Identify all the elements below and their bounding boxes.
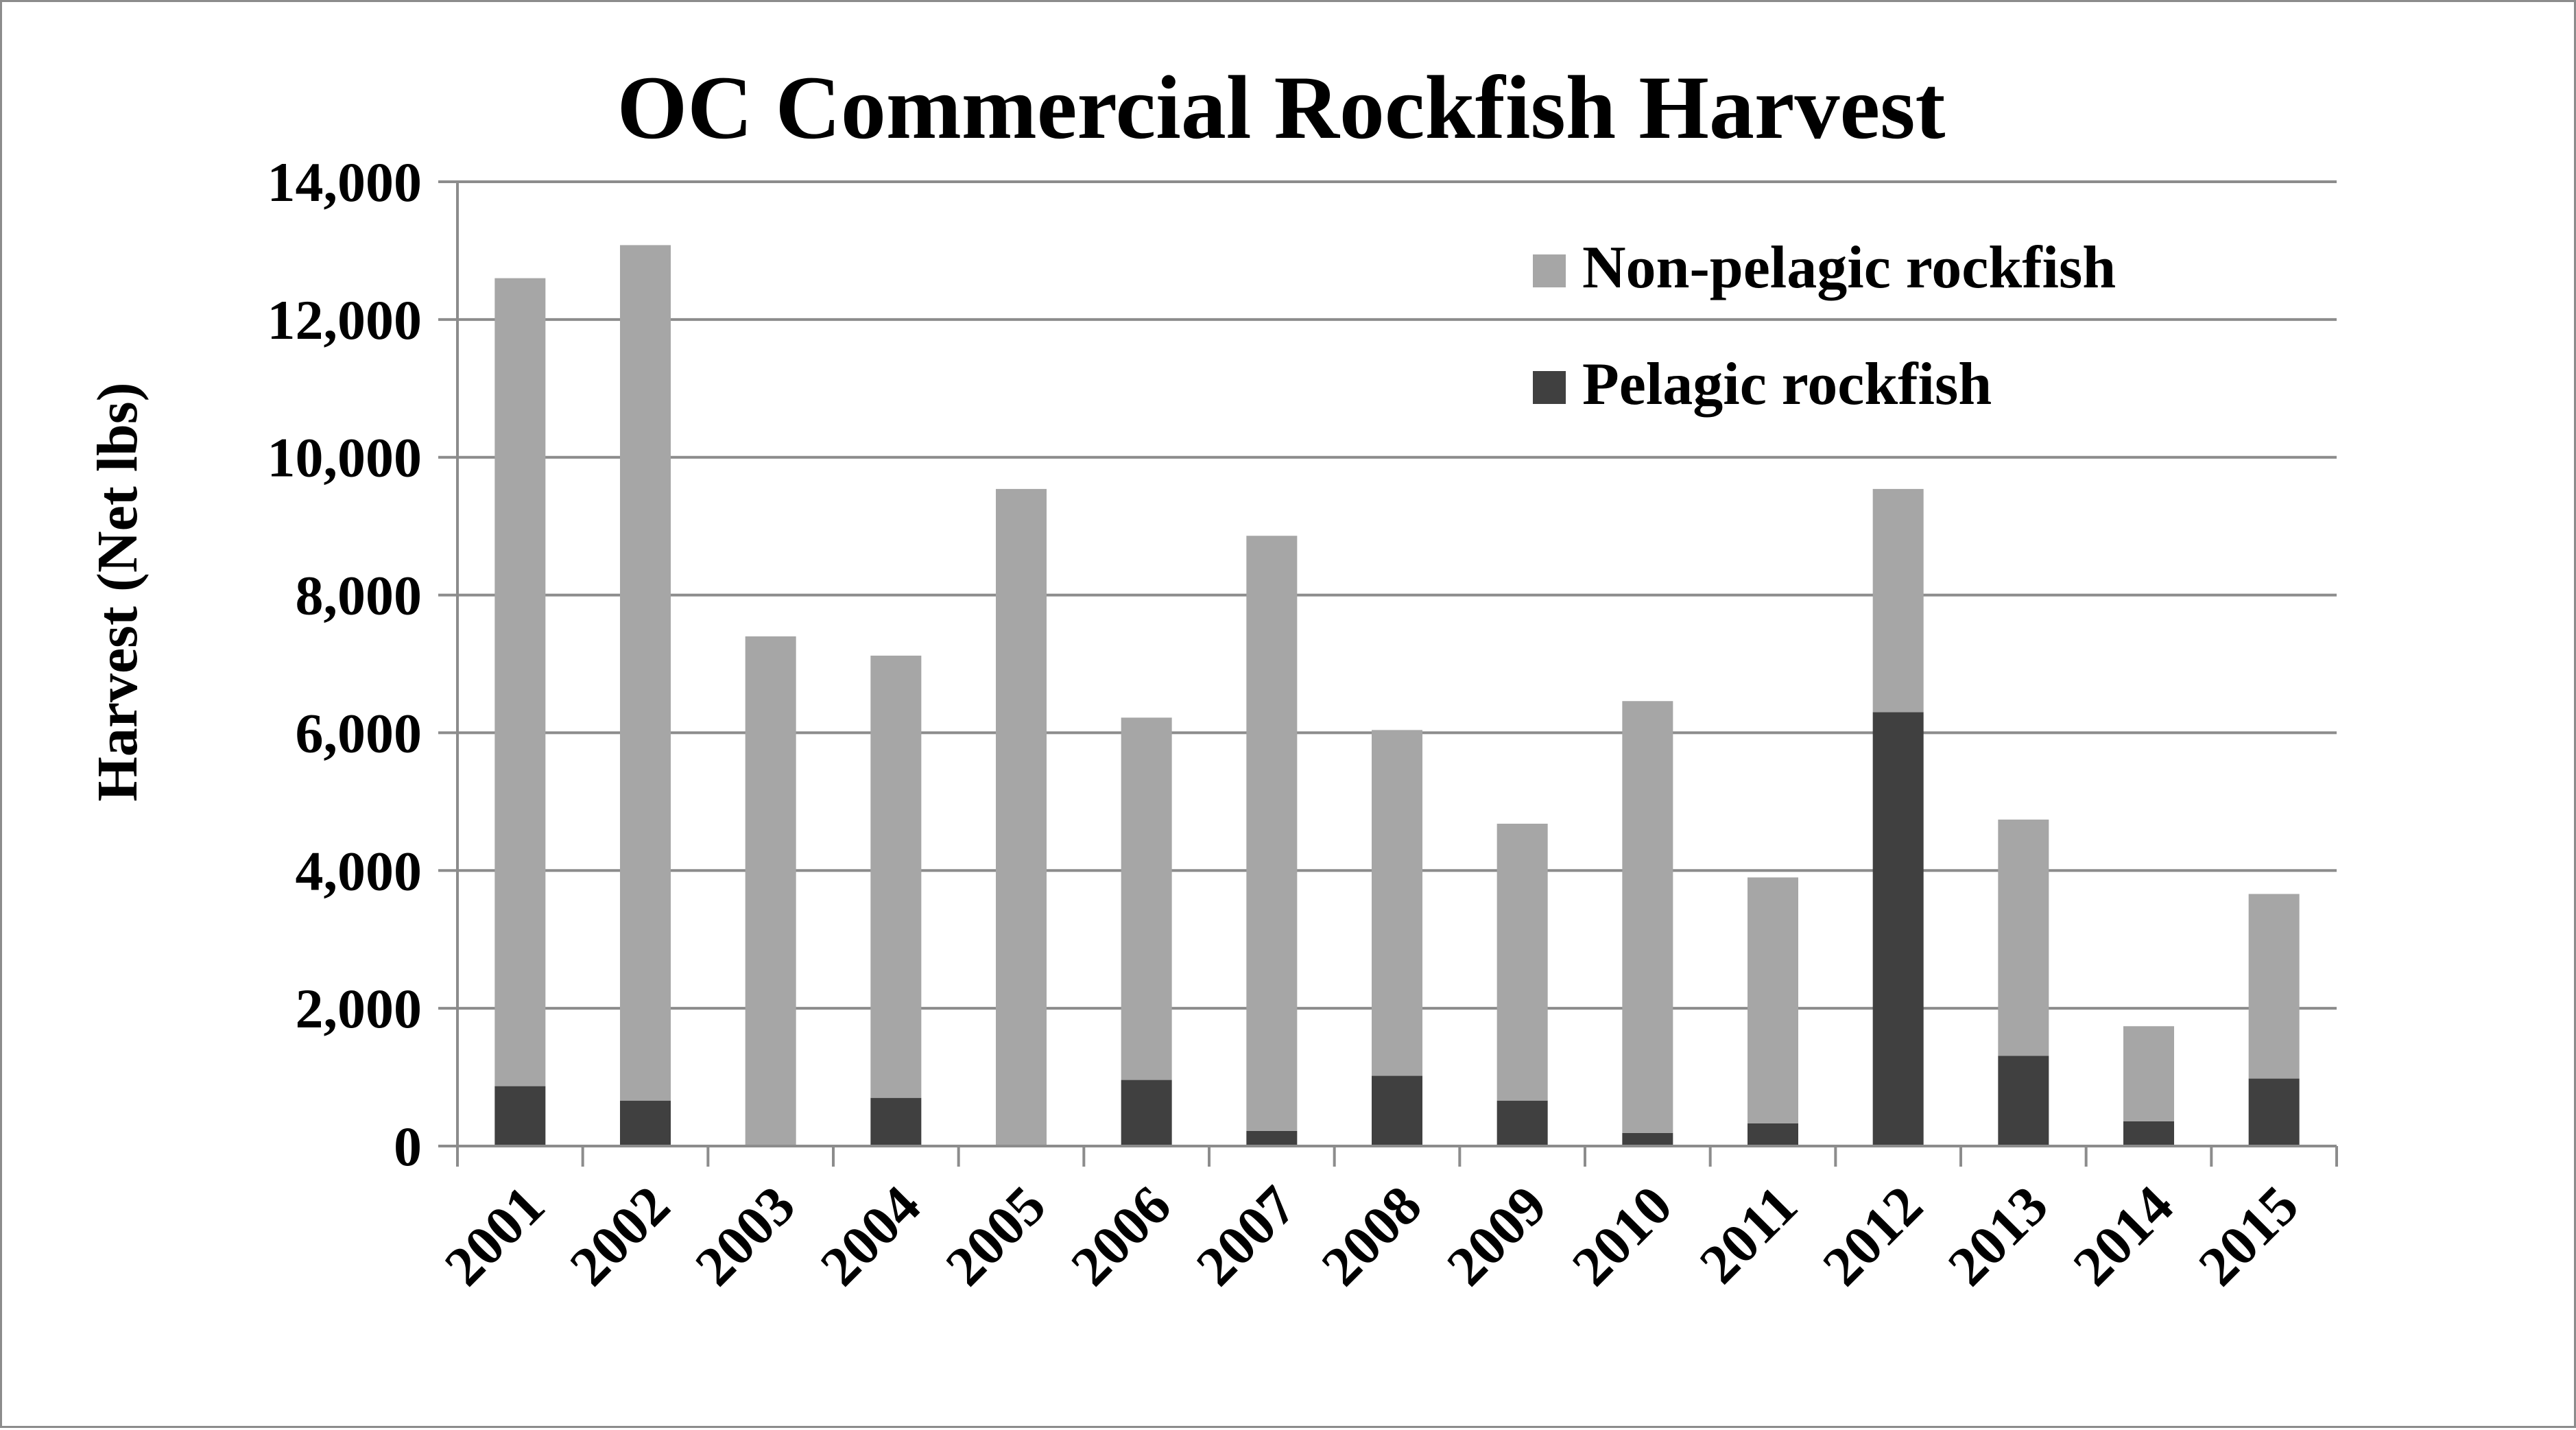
x-tick-label: 2011 [1688, 1173, 1809, 1295]
x-tick-label: 2009 [1435, 1173, 1558, 1297]
x-tick-label: 2008 [1309, 1173, 1433, 1297]
x-tick-label: 2013 [1936, 1173, 2060, 1297]
y-tick-label: 8,000 [296, 564, 422, 627]
bar-pelagic-rockfish-2006 [1121, 1080, 1172, 1146]
y-tick-label: 4,000 [296, 839, 422, 902]
bar-pelagic-rockfish-2012 [1872, 712, 1924, 1146]
bar-non-pelagic-rockfish-2012 [1872, 488, 1924, 713]
bar-pelagic-rockfish-2014 [2123, 1121, 2174, 1146]
bar-pelagic-rockfish-2010 [1622, 1132, 1673, 1146]
bar-pelagic-rockfish-2004 [870, 1097, 922, 1146]
x-tick-label: 2003 [683, 1173, 807, 1297]
bar-non-pelagic-rockfish-2011 [1748, 877, 1798, 1123]
bar-non-pelagic-rockfish-2008 [1372, 730, 1422, 1076]
y-axis-label: Harvest (Net lbs) [86, 382, 150, 801]
x-tick-label: 2010 [1560, 1173, 1684, 1297]
y-tick-label: 6,000 [296, 702, 422, 764]
legend-label: Non-pelagic rockfish [1582, 235, 2116, 301]
bar-pelagic-rockfish-2002 [620, 1100, 671, 1146]
x-tick-label: 2014 [2061, 1173, 2184, 1297]
bar-non-pelagic-rockfish-2006 [1121, 717, 1172, 1080]
bars [494, 245, 2300, 1146]
y-tick-label: 12,000 [267, 289, 422, 351]
y-tick-label: 2,000 [296, 977, 422, 1040]
bar-non-pelagic-rockfish-2007 [1246, 536, 1298, 1131]
x-tick-label: 2006 [1059, 1173, 1182, 1297]
legend-swatch [1533, 371, 1566, 404]
y-tick-label: 10,000 [267, 427, 422, 489]
x-tick-label: 2015 [2186, 1173, 2310, 1297]
x-tick-label: 2001 [433, 1173, 556, 1297]
legend: Non-pelagic rockfish Pelagic rockfish [1533, 235, 2116, 418]
bar-non-pelagic-rockfish-2014 [2123, 1026, 2174, 1121]
bar-pelagic-rockfish-2008 [1372, 1075, 1422, 1146]
axes [438, 180, 2338, 1167]
bar-pelagic-rockfish-2015 [2248, 1078, 2300, 1146]
bar-non-pelagic-rockfish-2001 [494, 278, 546, 1086]
bar-non-pelagic-rockfish-2015 [2248, 894, 2300, 1079]
bar-pelagic-rockfish-2011 [1748, 1123, 1798, 1146]
bar-pelagic-rockfish-2009 [1496, 1100, 1548, 1146]
y-tick-labels: 0 2,000 4,000 6,000 8,000 10,000 12,000 14,000 [267, 151, 422, 1178]
legend-label: Pelagic rockfish [1582, 351, 1992, 418]
x-tick-label: 2012 [1811, 1173, 1934, 1297]
bar-non-pelagic-rockfish-2002 [620, 245, 671, 1101]
bar-pelagic-rockfish-2013 [1998, 1056, 2049, 1146]
chart-title: OC Commercial Rockfish Harvest [617, 57, 1946, 158]
bar-non-pelagic-rockfish-2004 [870, 655, 922, 1098]
bar-non-pelagic-rockfish-2009 [1496, 823, 1548, 1101]
x-tick-label: 2004 [809, 1173, 932, 1297]
bar-pelagic-rockfish-2001 [494, 1086, 546, 1146]
bar-non-pelagic-rockfish-2005 [996, 488, 1047, 1146]
bar-pelagic-rockfish-2007 [1246, 1130, 1298, 1146]
x-tick-label: 2002 [558, 1173, 681, 1297]
x-tick-labels: 2001 2002 2003 2004 2005 2006 2007 2008 2009 2010… [433, 1173, 2311, 1297]
x-tick-label: 2005 [933, 1173, 1057, 1297]
x-tick-label: 2007 [1184, 1173, 1308, 1297]
bar-non-pelagic-rockfish-2010 [1622, 701, 1673, 1133]
bar-non-pelagic-rockfish-2013 [1998, 819, 2049, 1056]
y-tick-label: 14,000 [267, 151, 422, 213]
y-tick-label: 0 [394, 1115, 422, 1178]
legend-swatch [1533, 254, 1566, 287]
bar-non-pelagic-rockfish-2003 [745, 636, 796, 1146]
